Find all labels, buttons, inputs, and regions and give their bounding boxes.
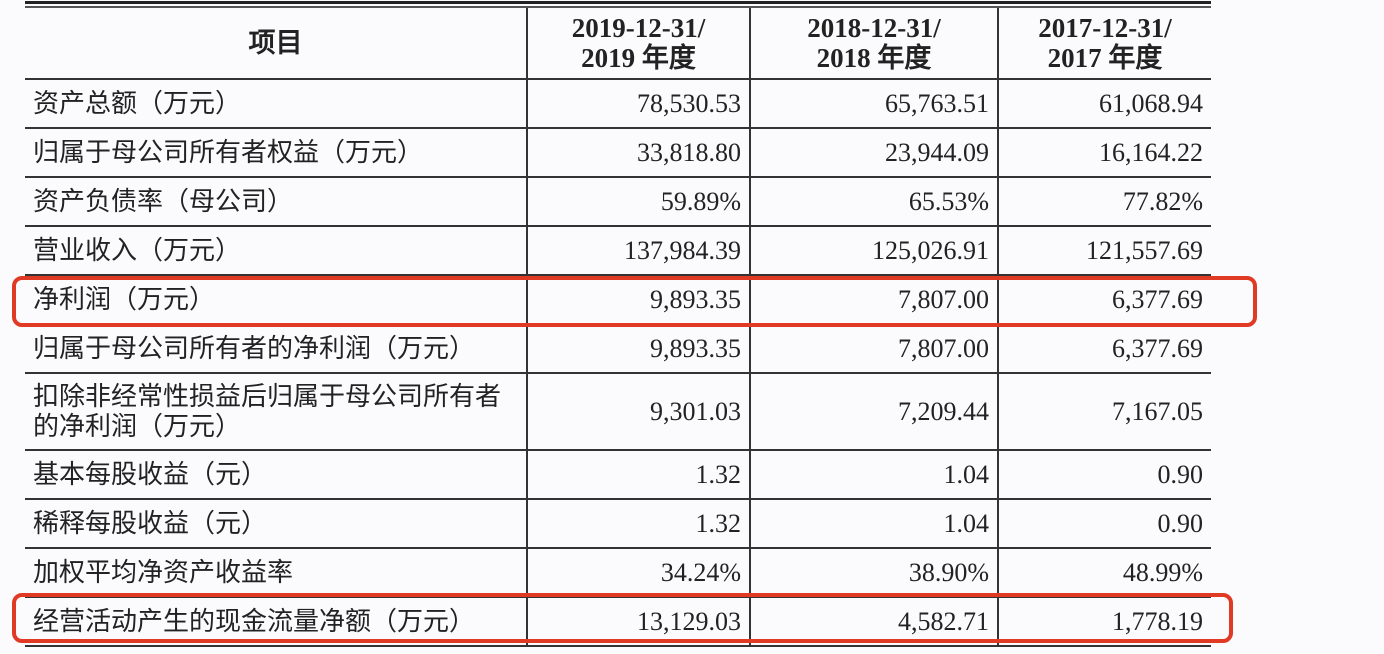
highlight-box-net-profit xyxy=(12,276,1257,327)
header-year: 2019 年度 xyxy=(581,43,696,73)
row-value: 0.90 xyxy=(997,450,1211,500)
row-value: 125,026.91 xyxy=(749,226,998,276)
row-value: 121,557.69 xyxy=(997,226,1211,276)
row-value: 6,377.69 xyxy=(997,324,1211,374)
row-value: 4,582.71 xyxy=(749,597,998,647)
table-row: 资产总额（万元） 78,530.53 65,763.51 61,068.94 xyxy=(25,79,1211,129)
row-value: 65.53% xyxy=(749,177,998,227)
row-value: 9,893.35 xyxy=(526,324,750,374)
row-label: 基本每股收益（元） xyxy=(25,450,527,500)
table-row: 资产负债率（母公司） 59.89% 65.53% 77.82% xyxy=(25,177,1211,227)
row-label: 归属于母公司所有者权益（万元） xyxy=(25,128,527,178)
row-value: 77.82% xyxy=(997,177,1211,227)
header-2018: 2018-12-31/2018 年度 xyxy=(749,8,998,80)
row-value: 7,807.00 xyxy=(749,324,998,374)
row-label: 扣除非经常性损益后归属于母公司所有者的净利润（万元） xyxy=(25,373,527,451)
row-value: 1.32 xyxy=(526,499,750,549)
table-row: 归属于母公司所有者的净利润（万元） 9,893.35 7,807.00 6,377.6… xyxy=(25,324,1211,374)
header-date: 2018-12-31/ xyxy=(807,13,941,43)
table-row: 经营活动产生的现金流量净额（万元） 13,129.03 4,582.71 1,778.… xyxy=(25,597,1211,647)
row-value: 65,763.51 xyxy=(749,79,998,129)
row-value: 1.04 xyxy=(749,499,998,549)
table-row: 归属于母公司所有者权益（万元） 33,818.80 23,944.09 16,164.… xyxy=(25,128,1211,178)
header-item: 项目 xyxy=(25,8,527,80)
row-value: 9,893.35 xyxy=(526,275,750,325)
header-item-text: 项目 xyxy=(248,28,303,58)
row-label: 加权平均净资产收益率 xyxy=(25,548,527,598)
row-value: 13,129.03 xyxy=(526,597,750,647)
header-row: 项目 2019-12-31/2019 年度 2018-12-31/2018 年度… xyxy=(25,8,1211,80)
header-2019: 2019-12-31/2019 年度 xyxy=(526,8,750,80)
row-value: 33,818.80 xyxy=(526,128,750,178)
header-date: 2019-12-31/ xyxy=(571,13,706,43)
row-label: 稀释每股收益（元） xyxy=(25,499,527,549)
row-value: 48.99% xyxy=(997,548,1211,598)
header-year: 2018 年度 xyxy=(816,43,932,73)
row-value: 59.89% xyxy=(526,177,750,227)
row-value: 23,944.09 xyxy=(749,128,998,178)
row-value: 78,530.53 xyxy=(526,79,750,129)
row-value: 1.32 xyxy=(526,450,750,500)
row-label: 经营活动产生的现金流量净额（万元） xyxy=(25,597,527,647)
top-rule xyxy=(25,1,1211,4)
row-value: 7,167.05 xyxy=(997,373,1211,451)
row-value: 1.04 xyxy=(749,450,998,500)
row-value: 9,301.03 xyxy=(526,373,750,451)
row-value: 1,778.19 xyxy=(997,597,1211,647)
row-value: 0.90 xyxy=(997,499,1211,549)
table-row: 营业收入（万元） 137,984.39 125,026.91 121,557.69 xyxy=(25,226,1211,276)
header-2017: 2017-12-31/2017 年度 xyxy=(997,8,1211,80)
table-row: 基本每股收益（元） 1.32 1.04 0.90 xyxy=(25,450,1211,500)
table-row: 稀释每股收益（元） 1.32 1.04 0.90 xyxy=(25,499,1211,549)
highlight-box-operating-cash-flow xyxy=(12,593,1233,643)
row-value: 61,068.94 xyxy=(997,79,1211,129)
row-label: 营业收入（万元） xyxy=(25,226,527,276)
row-value: 38.90% xyxy=(749,548,998,598)
row-value: 7,209.44 xyxy=(749,373,998,451)
row-value: 16,164.22 xyxy=(997,128,1211,178)
table-row: 加权平均净资产收益率 34.24% 38.90% 48.99% xyxy=(25,548,1211,598)
row-label: 资产总额（万元） xyxy=(25,79,527,129)
row-label: 净利润（万元） xyxy=(25,275,527,325)
row-value: 137,984.39 xyxy=(526,226,750,276)
row-label: 资产负债率（母公司） xyxy=(25,177,527,227)
row-label: 归属于母公司所有者的净利润（万元） xyxy=(25,324,527,374)
financial-summary-table: 项目 2019-12-31/2019 年度 2018-12-31/2018 年度… xyxy=(25,8,1211,647)
header-date: 2017-12-31/ xyxy=(1038,13,1172,43)
header-year: 2017 年度 xyxy=(1047,43,1163,73)
table-row: 扣除非经常性损益后归属于母公司所有者的净利润（万元） 9,301.03 7,209.… xyxy=(25,373,1211,451)
row-value: 34.24% xyxy=(526,548,750,598)
top-rule-secondary xyxy=(25,6,1211,8)
